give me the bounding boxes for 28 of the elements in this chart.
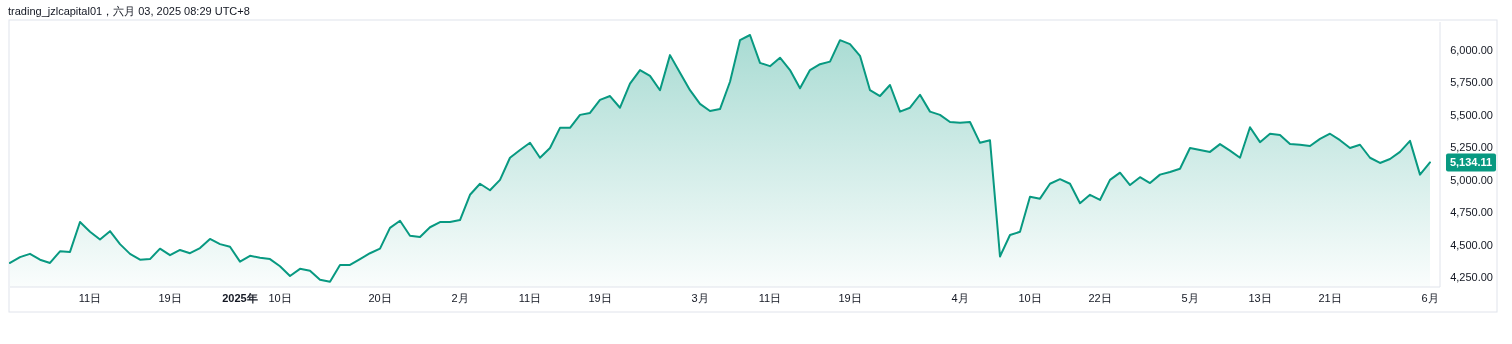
x-tick-label: 4月 (951, 292, 969, 304)
x-tick-label: 2月 (451, 292, 469, 304)
x-tick-label: 20日 (368, 292, 392, 304)
x-tick-label: 10日 (268, 292, 292, 304)
x-tick-label: 10日 (1018, 292, 1042, 304)
x-tick-label: 3月 (691, 292, 709, 304)
x-tick-label: 11日 (518, 292, 542, 304)
y-tick-label: 5,250.00 (1450, 141, 1493, 154)
data-label: 5,134.11 (1449, 156, 1493, 169)
x-tick-label: 19日 (588, 292, 612, 304)
y-tick-label: 5,000.00 (1450, 173, 1493, 186)
y-tick-label: 4,750.00 (1450, 206, 1493, 219)
y-tick-label: 5,500.00 (1450, 108, 1493, 121)
x-tick-label: 22日 (1088, 292, 1112, 304)
x-tick-label: 19日 (158, 292, 182, 304)
y-tick-label: 6,000.00 (1450, 43, 1493, 56)
y-tick-label: 4,500.00 (1450, 238, 1493, 251)
x-tick-label: 13日 (1248, 292, 1272, 304)
x-tick-label: 2025年 (222, 292, 258, 304)
x-tick-label: 21日 (1318, 292, 1342, 304)
y-tick-label: 5,750.00 (1450, 76, 1493, 89)
x-tick-label: 5月 (1181, 292, 1199, 304)
x-tick-label: 6月 (1421, 292, 1439, 304)
chart-title: trading_jzlcapital01，六月 03, 2025 08:29 UTC+8 (8, 5, 250, 17)
x-tick-label: 19日 (838, 292, 862, 304)
x-tick-label: 11日 (758, 292, 782, 304)
y-tick-label: 4,250.00 (1450, 271, 1493, 284)
x-tick-label: 11日 (78, 292, 102, 304)
